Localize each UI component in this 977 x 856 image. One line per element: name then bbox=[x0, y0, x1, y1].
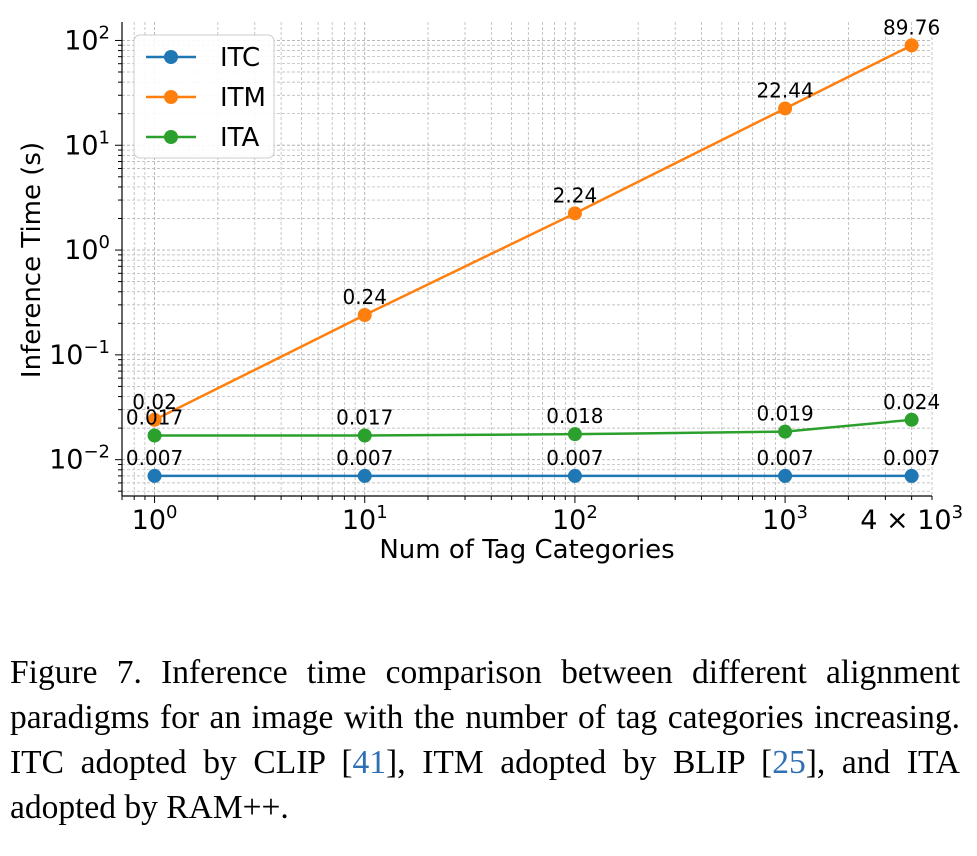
legend-label-ita: ITA bbox=[220, 123, 260, 153]
data-point-ita bbox=[778, 424, 793, 439]
data-label-ita: 0.017 bbox=[336, 406, 393, 430]
x-tick-label: 103 bbox=[762, 502, 808, 536]
y-tick-label: 10−1 bbox=[49, 337, 110, 371]
caption-tail: ], and ITA adopted by RAM++. bbox=[10, 744, 960, 826]
citation-clip[interactable]: 41 bbox=[352, 744, 387, 781]
series-lines bbox=[147, 38, 919, 483]
data-label-itm: 0.02 bbox=[132, 390, 177, 414]
data-label-itm: 89.76 bbox=[883, 15, 940, 39]
data-label-itm: 0.24 bbox=[342, 285, 387, 309]
y-tick-label: 10−2 bbox=[49, 442, 110, 476]
y-tick-label: 101 bbox=[64, 127, 110, 161]
data-label-itc: 0.007 bbox=[883, 446, 940, 470]
data-point-itc bbox=[357, 468, 372, 483]
x-tick-label: 101 bbox=[342, 502, 388, 536]
data-point-itm bbox=[567, 206, 582, 221]
data-point-ita bbox=[904, 412, 919, 427]
legend-marker-ita bbox=[164, 130, 178, 144]
legend-label-itc: ITC bbox=[220, 43, 260, 73]
data-point-itc bbox=[904, 468, 919, 483]
caption-lead: Figure 7. Inference time comparison betw… bbox=[10, 654, 960, 781]
data-labels: 0.007 0.007 0.007 0.007 0.007 0.02 0.24 2.24 22.… bbox=[126, 15, 940, 470]
data-point-itc bbox=[778, 468, 793, 483]
axes-frame bbox=[121, 22, 932, 497]
data-point-ita bbox=[357, 428, 372, 443]
data-label-ita: 0.019 bbox=[756, 402, 813, 426]
data-point-ita bbox=[147, 428, 162, 443]
legend-box bbox=[133, 34, 275, 159]
data-label-itc: 0.007 bbox=[336, 446, 393, 470]
inference-time-chart: 100 101 102 103 4 × 103 10−2 10−1 100 101 102 0.0… bbox=[17, 15, 963, 565]
data-label-itm: 2.24 bbox=[553, 183, 598, 207]
legend-marker-itc bbox=[164, 50, 178, 64]
data-label-itc: 0.007 bbox=[546, 446, 603, 470]
data-label-itc: 0.007 bbox=[756, 446, 813, 470]
legend-label-itm: ITM bbox=[220, 83, 266, 113]
data-point-ita bbox=[567, 427, 582, 442]
data-label-ita: 0.024 bbox=[883, 390, 940, 414]
legend-marker-itm bbox=[164, 90, 178, 104]
x-tick-label: 100 bbox=[132, 502, 178, 536]
data-point-itm bbox=[147, 412, 162, 427]
data-point-itm bbox=[904, 38, 919, 53]
data-label-itm: 22.44 bbox=[756, 78, 813, 102]
caption-middle: ], ITM adopted by BLIP [ bbox=[386, 744, 773, 781]
data-label-ita: 0.017 bbox=[126, 406, 183, 430]
grid-lines bbox=[121, 22, 933, 496]
legend: ITC ITM ITA bbox=[133, 34, 275, 159]
citation-blip[interactable]: 25 bbox=[772, 744, 806, 781]
x-tick-label: 102 bbox=[552, 502, 598, 536]
data-point-itm bbox=[778, 101, 793, 116]
y-tick-label: 102 bbox=[64, 22, 110, 56]
y-axis-label: Inference Time (s) bbox=[17, 142, 47, 378]
y-tick-label: 100 bbox=[64, 232, 110, 266]
figure-caption: Figure 7. Inference time comparison betw… bbox=[10, 650, 960, 830]
data-label-itc: 0.007 bbox=[126, 446, 183, 470]
x-axis-label: Num of Tag Categories bbox=[379, 535, 674, 565]
data-point-itm bbox=[357, 308, 372, 323]
data-label-ita: 0.018 bbox=[546, 404, 603, 428]
data-point-itc bbox=[147, 468, 162, 483]
data-point-itc bbox=[567, 468, 582, 483]
axis-ticks: 100 101 102 103 4 × 103 10−2 10−1 100 101 102 bbox=[49, 22, 963, 536]
x-tick-label: 4 × 103 bbox=[860, 502, 963, 536]
